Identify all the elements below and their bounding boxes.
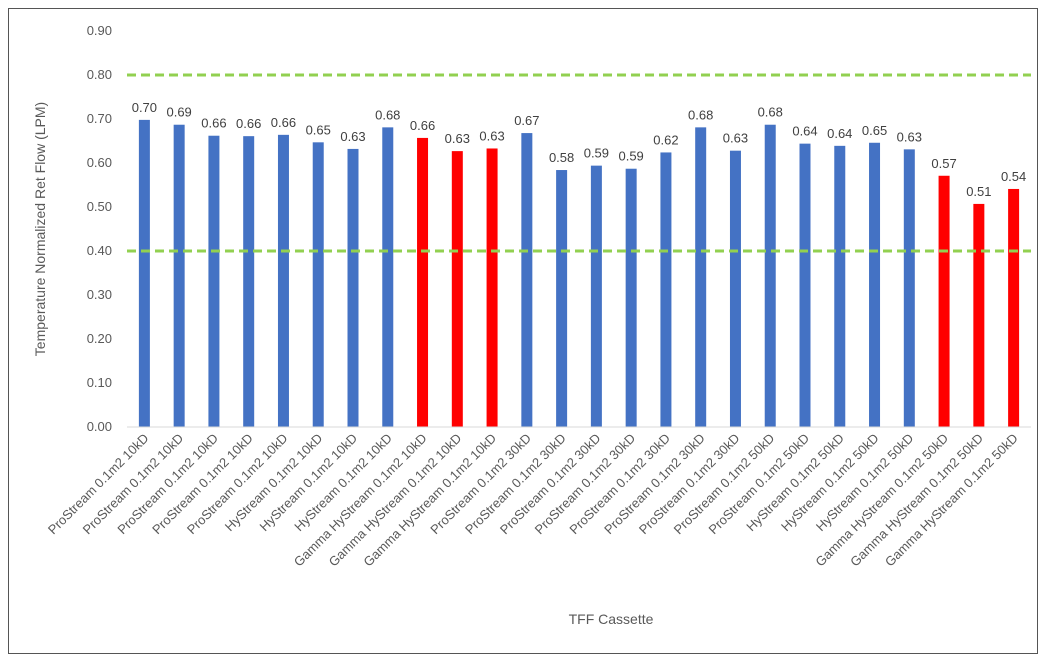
bar [138, 119, 150, 427]
data-label: 0.67 [514, 113, 539, 128]
y-axis: 0.00 0.10 0.20 0.30 0.40 0.50 0.60 0.70 0.80 0.90 [87, 23, 112, 434]
data-label: 0.59 [584, 146, 609, 161]
bar [521, 133, 533, 427]
data-label: 0.63 [897, 129, 922, 144]
y-tick-label: 0.30 [87, 287, 112, 302]
bar-series [138, 119, 1020, 428]
data-labels: 0.70 0.69 0.66 0.66 0.66 0.65 0.63 0.68 0.66 0.63… [132, 100, 1027, 199]
bar [729, 150, 741, 427]
data-label: 0.63 [340, 129, 365, 144]
bar [312, 142, 324, 427]
bar [834, 145, 846, 427]
bar [382, 127, 394, 428]
data-label: 0.63 [723, 131, 748, 146]
bar [764, 124, 776, 427]
bar [556, 170, 568, 428]
bar [590, 165, 602, 427]
bar-chart: 0.00 0.10 0.20 0.30 0.40 0.50 0.60 0.70 0.80 0.90… [32, 23, 1031, 627]
data-label: 0.59 [618, 149, 643, 164]
bar [347, 148, 359, 428]
y-axis-title: Temperature Normalized Ret Flow (LPM) [32, 102, 48, 356]
bar [799, 143, 811, 427]
y-tick-label: 0.40 [87, 243, 112, 258]
bar [243, 136, 255, 427]
data-label: 0.63 [479, 128, 504, 143]
data-label: 0.66 [236, 116, 261, 131]
bar [173, 124, 185, 427]
y-tick-label: 0.20 [87, 331, 112, 346]
bar [417, 137, 429, 428]
data-label: 0.68 [758, 105, 783, 120]
data-label: 0.70 [132, 100, 157, 115]
y-tick-label: 0.00 [87, 419, 112, 434]
data-label: 0.64 [827, 126, 852, 141]
bar [1008, 188, 1020, 427]
data-label: 0.66 [271, 115, 296, 130]
y-tick-label: 0.80 [87, 67, 112, 82]
data-label: 0.65 [306, 122, 331, 137]
bar [938, 175, 950, 427]
data-label: 0.57 [931, 156, 956, 171]
bar [277, 134, 289, 427]
y-tick-label: 0.50 [87, 199, 112, 214]
chart-frame: 0.00 0.10 0.20 0.30 0.40 0.50 0.60 0.70 0.80 0.90… [8, 8, 1038, 654]
bar [486, 148, 498, 428]
bar [973, 203, 985, 427]
data-label: 0.64 [792, 124, 817, 139]
data-label: 0.69 [166, 105, 191, 120]
bar [625, 168, 637, 427]
data-label: 0.63 [445, 131, 470, 146]
data-label: 0.51 [966, 184, 991, 199]
bar [903, 149, 915, 428]
y-tick-label: 0.90 [87, 23, 112, 38]
data-label: 0.58 [549, 150, 574, 165]
reference-lines [127, 73, 1031, 253]
data-label: 0.62 [653, 132, 678, 147]
data-label: 0.68 [375, 107, 400, 122]
data-label: 0.68 [688, 107, 713, 122]
bar [451, 151, 463, 427]
bar [208, 135, 220, 427]
y-tick-label: 0.10 [87, 375, 112, 390]
y-tick-label: 0.60 [87, 155, 112, 170]
data-label: 0.66 [410, 118, 435, 133]
bar [660, 152, 672, 427]
y-tick-label: 0.70 [87, 111, 112, 126]
data-label: 0.66 [201, 116, 226, 131]
bar [695, 127, 707, 428]
data-label: 0.65 [862, 123, 887, 138]
bar [869, 142, 881, 427]
data-label: 0.54 [1001, 169, 1026, 184]
x-axis-title: TFF Cassette [569, 611, 654, 627]
